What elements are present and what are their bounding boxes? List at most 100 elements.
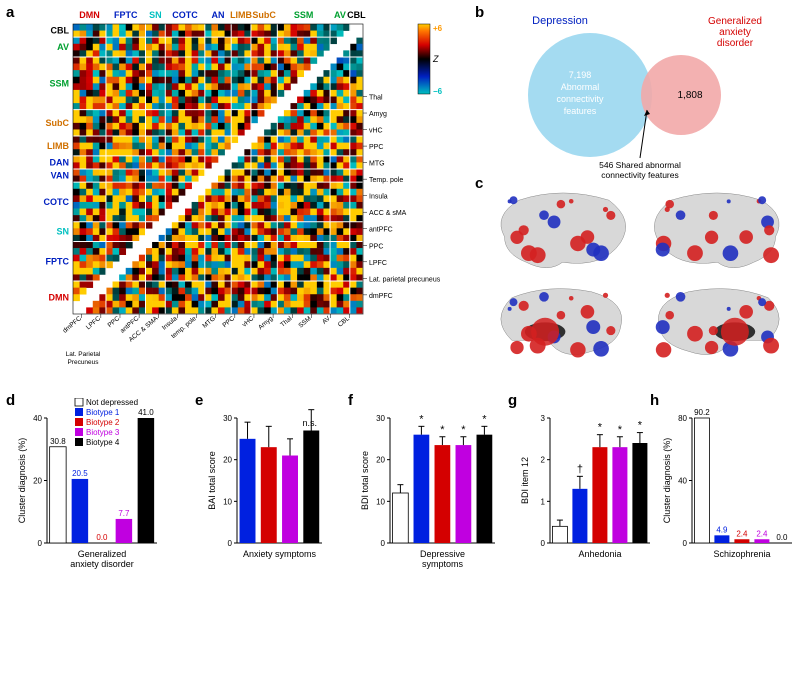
svg-text:30: 30 bbox=[376, 414, 385, 423]
svg-text:4.9: 4.9 bbox=[716, 525, 728, 534]
svg-text:0: 0 bbox=[683, 539, 688, 548]
panel-d-label: d bbox=[6, 392, 15, 409]
svg-text:Lat. Parietal: Lat. Parietal bbox=[66, 351, 101, 358]
svg-text:0: 0 bbox=[228, 539, 233, 548]
svg-text:0.0: 0.0 bbox=[776, 533, 788, 542]
svg-text:20: 20 bbox=[33, 477, 42, 486]
svg-text:20.5: 20.5 bbox=[72, 469, 88, 478]
svg-text:LPFC: LPFC bbox=[85, 315, 102, 331]
svg-text:PPC: PPC bbox=[221, 315, 236, 329]
svg-text:Biotype 4: Biotype 4 bbox=[86, 438, 120, 447]
svg-text:ACC & sMA: ACC & sMA bbox=[369, 210, 407, 217]
svg-text:3: 3 bbox=[541, 414, 546, 423]
svg-text:2.4: 2.4 bbox=[756, 529, 768, 538]
svg-text:Depression: Depression bbox=[532, 15, 588, 27]
svg-text:Cluster diagnosis (%): Cluster diagnosis (%) bbox=[17, 438, 27, 524]
svg-text:Thal: Thal bbox=[369, 95, 383, 102]
svg-text:*: * bbox=[482, 413, 487, 425]
svg-text:Generalized: Generalized bbox=[78, 549, 127, 559]
svg-text:LIMB: LIMB bbox=[230, 10, 252, 20]
svg-text:20: 20 bbox=[223, 456, 232, 465]
svg-text:PPC: PPC bbox=[107, 315, 122, 329]
svg-text:10: 10 bbox=[376, 497, 385, 506]
svg-text:Anhedonia: Anhedonia bbox=[578, 549, 621, 559]
svg-text:2.4: 2.4 bbox=[736, 529, 748, 538]
svg-text:0: 0 bbox=[541, 539, 546, 548]
svg-text:dmPFC: dmPFC bbox=[369, 293, 393, 300]
svg-text:7,198: 7,198 bbox=[569, 70, 592, 80]
svg-text:BAI total score: BAI total score bbox=[207, 451, 217, 510]
svg-text:AV: AV bbox=[57, 42, 69, 52]
svg-text:0.0: 0.0 bbox=[96, 533, 108, 542]
bar-f-panel: 0102030BDI total score****Depressivesymp… bbox=[358, 398, 508, 678]
svg-text:30: 30 bbox=[223, 414, 232, 423]
svg-text:Precuneus: Precuneus bbox=[67, 359, 99, 366]
panel-a-label: a bbox=[6, 4, 14, 21]
bar-d-panel: 02040Cluster diagnosis (%)30.820.50.07.7… bbox=[15, 398, 180, 678]
svg-text:FPTC: FPTC bbox=[114, 10, 138, 20]
svg-text:DMN: DMN bbox=[49, 293, 70, 303]
svg-text:SubC: SubC bbox=[46, 118, 70, 128]
svg-text:Thal: Thal bbox=[279, 315, 294, 329]
svg-text:†: † bbox=[577, 463, 583, 475]
svg-text:Biotype 1: Biotype 1 bbox=[86, 408, 120, 417]
svg-text:−6: −6 bbox=[433, 87, 443, 96]
svg-text:SN: SN bbox=[149, 10, 162, 20]
svg-text:COTC: COTC bbox=[172, 10, 198, 20]
svg-text:0: 0 bbox=[38, 539, 43, 548]
venn-panel: DepressionGeneralizedanxietydisorder7,19… bbox=[485, 10, 795, 180]
svg-text:SSM: SSM bbox=[297, 315, 312, 329]
panel-g-label: g bbox=[508, 392, 517, 409]
svg-text:LIMB: LIMB bbox=[47, 141, 69, 151]
svg-text:Depressive: Depressive bbox=[420, 549, 465, 559]
svg-text:MTG: MTG bbox=[201, 315, 217, 330]
svg-text:FPTC: FPTC bbox=[46, 256, 70, 266]
svg-text:10: 10 bbox=[223, 497, 232, 506]
svg-text:Lat. parietal precuneus: Lat. parietal precuneus bbox=[369, 276, 441, 283]
svg-text:connectivity: connectivity bbox=[556, 94, 604, 104]
bar-e-panel: 0 10 20 30 BAI total score n.s. Anxiety sympto… bbox=[205, 398, 345, 678]
svg-text:SN: SN bbox=[56, 227, 69, 237]
svg-text:AV: AV bbox=[334, 10, 346, 20]
svg-text:1: 1 bbox=[541, 497, 546, 506]
svg-text:Biotype 3: Biotype 3 bbox=[86, 428, 120, 437]
svg-text:*: * bbox=[419, 413, 424, 425]
panel-b-label: b bbox=[475, 4, 484, 21]
panel-c-label: c bbox=[475, 175, 483, 192]
svg-text:40: 40 bbox=[678, 477, 687, 486]
svg-text:BDI total score: BDI total score bbox=[360, 451, 370, 510]
svg-text:2: 2 bbox=[541, 456, 546, 465]
svg-text:BDI item 12: BDI item 12 bbox=[520, 457, 530, 504]
panel-f-label: f bbox=[348, 392, 353, 409]
svg-text:DMN: DMN bbox=[79, 10, 100, 20]
svg-text:MTG: MTG bbox=[369, 161, 385, 168]
svg-text:SubC: SubC bbox=[252, 10, 276, 20]
svg-text:SSM: SSM bbox=[49, 78, 69, 88]
svg-text:CBL: CBL bbox=[337, 315, 351, 329]
svg-text:80: 80 bbox=[678, 414, 687, 423]
svg-text:COTC: COTC bbox=[44, 197, 70, 207]
svg-text:VAN: VAN bbox=[51, 171, 69, 181]
svg-text:PPC: PPC bbox=[369, 243, 383, 250]
svg-text:anxiety: anxiety bbox=[719, 27, 751, 38]
svg-text:1,808: 1,808 bbox=[677, 90, 702, 101]
svg-text:dmPFC: dmPFC bbox=[62, 315, 84, 335]
svg-text:Anxiety symptoms: Anxiety symptoms bbox=[243, 549, 317, 559]
svg-text:*: * bbox=[618, 424, 623, 436]
svg-text:anxiety disorder: anxiety disorder bbox=[70, 559, 134, 569]
svg-text:CBL: CBL bbox=[347, 10, 366, 20]
svg-text:Cluster diagnosis (%): Cluster diagnosis (%) bbox=[662, 438, 672, 524]
svg-text:CBL: CBL bbox=[51, 26, 70, 36]
svg-text:30.8: 30.8 bbox=[50, 437, 66, 446]
panel-h-label: h bbox=[650, 392, 659, 409]
svg-text:Abnormal: Abnormal bbox=[561, 82, 600, 92]
svg-text:SSM: SSM bbox=[294, 10, 314, 20]
svg-text:LPFC: LPFC bbox=[369, 260, 387, 267]
svg-text:7.7: 7.7 bbox=[118, 509, 130, 518]
svg-text:n.s.: n.s. bbox=[302, 418, 317, 428]
svg-text:Biotype 2: Biotype 2 bbox=[86, 418, 120, 427]
svg-text:Schizophrenia: Schizophrenia bbox=[713, 549, 770, 559]
svg-text:20: 20 bbox=[376, 456, 385, 465]
svg-text:41.0: 41.0 bbox=[138, 408, 154, 417]
svg-text:connectivity features: connectivity features bbox=[601, 170, 678, 180]
